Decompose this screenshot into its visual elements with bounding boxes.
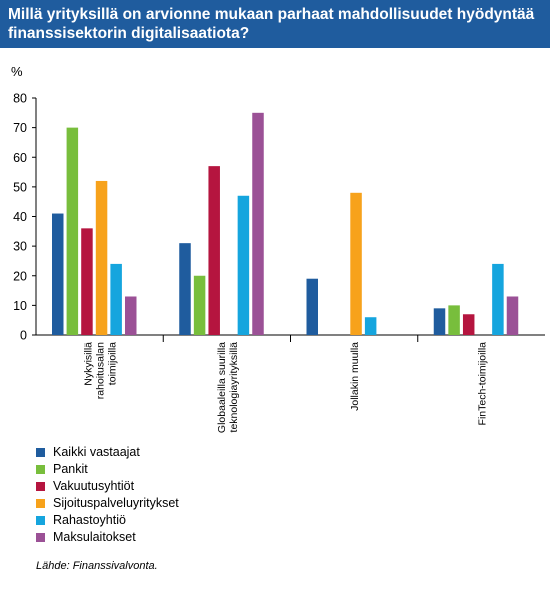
- bar: [306, 278, 318, 335]
- x-category-label-line: Jollakin muulla: [349, 342, 361, 411]
- bar: [95, 180, 108, 335]
- legend-swatch: [36, 499, 45, 508]
- bar: [462, 314, 475, 335]
- bar: [66, 127, 79, 335]
- bar: [252, 112, 264, 335]
- legend-label: Pankit: [53, 462, 88, 476]
- bar: [350, 192, 362, 335]
- legend-swatch: [36, 533, 45, 542]
- y-unit-label: %: [11, 64, 23, 79]
- legend-swatch: [36, 516, 45, 525]
- legend-item: Kaikki vastaajat: [36, 444, 179, 461]
- x-category-label-line: toimijoilla: [107, 342, 119, 385]
- source-note: Lähde: Finanssivalvonta.: [36, 560, 158, 572]
- bar: [193, 275, 206, 335]
- bar: [506, 296, 519, 335]
- y-tick-label: 10: [13, 299, 27, 313]
- legend-swatch: [36, 465, 45, 474]
- bar-chart: 01020304050607080Nykyisillärahoitusalant…: [13, 92, 545, 433]
- legend-label: Kaikki vastaajat: [53, 445, 140, 459]
- legend-label: Maksulaitokset: [53, 530, 136, 544]
- legend-item: Vakuutusyhtiöt: [36, 478, 179, 495]
- x-category-label-line: FinTech-toimijoilla: [476, 342, 488, 426]
- y-tick-label: 60: [13, 151, 27, 165]
- y-tick-label: 80: [13, 92, 27, 106]
- legend-item: Sijoituspalveluyritykset: [36, 495, 179, 512]
- chart-title: Millä yrityksillä on arvionne mukaan par…: [8, 6, 535, 42]
- y-tick-label: 40: [13, 210, 27, 224]
- title-bar: Millä yrityksillä on arvionne mukaan par…: [0, 0, 550, 48]
- y-tick-label: 0: [20, 329, 27, 343]
- x-category-label-line: Nykyisillä: [83, 342, 95, 386]
- legend-item: Maksulaitokset: [36, 529, 179, 546]
- bar: [433, 308, 446, 335]
- legend-item: Pankit: [36, 461, 179, 478]
- bar: [52, 213, 64, 335]
- bar: [237, 195, 250, 335]
- bar: [208, 166, 220, 335]
- bar: [492, 263, 504, 335]
- bar: [364, 317, 377, 335]
- x-category-label-line: rahoitusalan: [95, 342, 107, 399]
- x-category-label: FinTech-toimijoilla: [476, 342, 488, 426]
- legend: Kaikki vastaajat Pankit Vakuutusyhtiöt Sijo…: [36, 444, 179, 546]
- bar: [110, 263, 122, 335]
- y-tick-label: 30: [13, 240, 27, 254]
- x-category-label-line: Globaaleilla suurilla: [216, 342, 228, 433]
- y-tick-label: 20: [13, 269, 27, 283]
- x-category-label: Jollakin muulla: [349, 342, 361, 411]
- legend-label: Rahastoyhtiö: [53, 513, 126, 527]
- legend-label: Sijoituspalveluyritykset: [53, 496, 179, 510]
- legend-label: Vakuutusyhtiöt: [53, 479, 135, 493]
- y-tick-label: 50: [13, 180, 27, 194]
- x-category-label-line: teknologiayrityksillä: [228, 342, 240, 433]
- x-category-label: Globaaleilla suurillateknologiayrityksil…: [216, 342, 240, 433]
- bar: [125, 296, 137, 335]
- x-category-label: Nykyisillärahoitusalantoimijoilla: [83, 342, 119, 399]
- legend-item: Rahastoyhtiö: [36, 512, 179, 529]
- legend-swatch: [36, 448, 45, 457]
- bar: [448, 305, 460, 335]
- bar: [81, 228, 93, 335]
- legend-swatch: [36, 482, 45, 491]
- bar: [179, 243, 191, 335]
- y-tick-label: 70: [13, 121, 27, 135]
